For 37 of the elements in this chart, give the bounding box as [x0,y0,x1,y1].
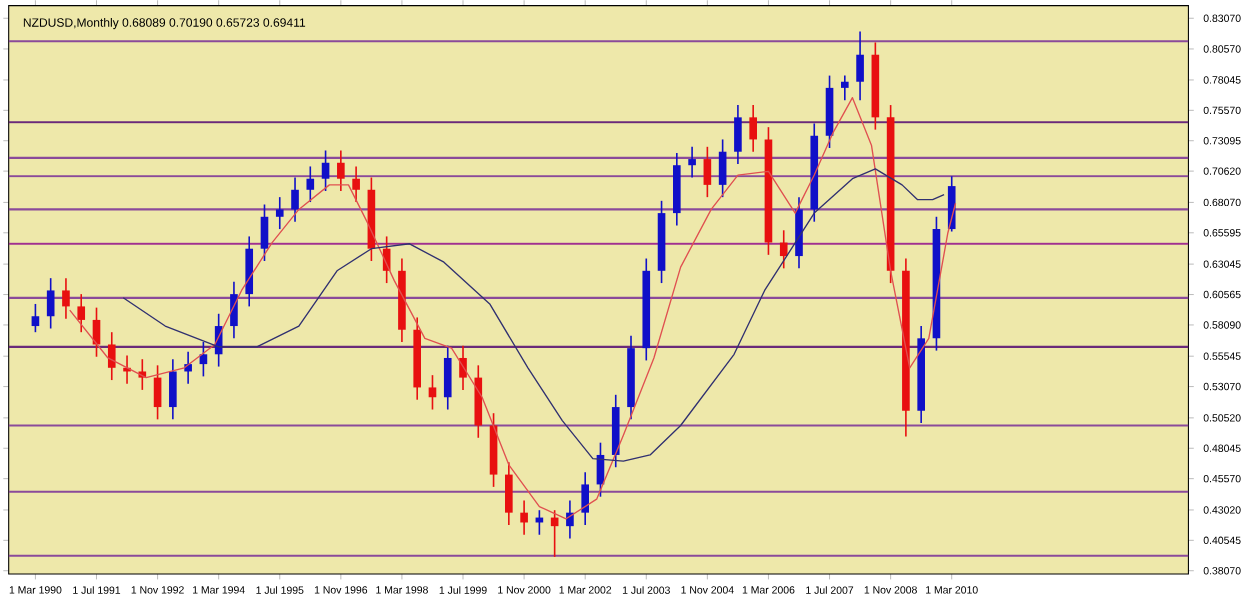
candlestick [825,74,834,149]
candlestick [611,393,620,468]
candlestick [688,145,696,178]
candlestick [749,103,757,153]
candlestick [153,364,162,420]
candlestick [443,344,452,410]
candlestick [337,149,345,192]
candlestick [107,330,116,381]
candlestick [245,235,254,307]
candlestick [718,138,727,198]
candlestick [734,103,742,165]
candlestick [306,165,315,203]
candlestick [352,165,360,203]
candlestick [77,292,86,333]
candlestick [260,203,269,262]
candlestick [779,229,788,269]
candlestick [46,276,55,329]
candlestick [321,149,330,192]
candlestick [840,74,849,101]
candlestick [947,175,956,232]
candlestick [62,276,70,320]
candlestick [291,176,299,223]
candlestick [230,280,238,339]
candlestick [31,302,40,333]
candlestick [428,373,437,410]
candlestick [474,364,483,439]
candlestick [856,30,864,101]
candlestick [795,195,803,269]
candlestick [505,461,513,526]
candlestick [275,195,284,230]
candlestick [703,145,712,198]
line-series [122,167,945,462]
candlestick [169,357,177,420]
candlestick [581,470,590,526]
candlestick [673,151,681,226]
candlestick [520,499,528,536]
candlestick [459,344,467,391]
